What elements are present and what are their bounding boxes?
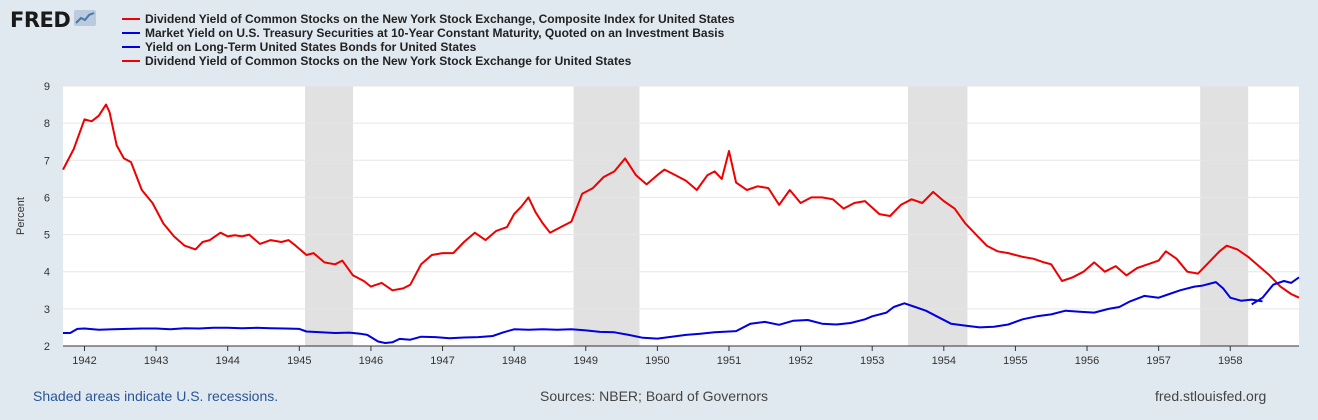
x-tick-label: 1953 xyxy=(860,355,884,367)
x-tick-label: 1947 xyxy=(430,355,454,367)
y-axis-label: Percent xyxy=(15,197,27,235)
site-link[interactable]: fred.stlouisfed.org xyxy=(1155,388,1267,404)
x-tick-label: 1945 xyxy=(287,355,311,367)
y-tick-label: 4 xyxy=(44,267,50,279)
y-tick-label: 9 xyxy=(44,81,50,93)
plot-area xyxy=(63,86,1299,346)
x-tick-label: 1948 xyxy=(502,355,526,367)
recession-note: Shaded areas indicate U.S. recessions. xyxy=(33,388,279,404)
logo-text: FRED xyxy=(10,8,71,32)
legend-item[interactable]: Yield on Long-Term United States Bonds f… xyxy=(122,40,735,54)
legend-label: Market Yield on U.S. Treasury Securities… xyxy=(145,26,725,40)
recession-shading xyxy=(305,86,1249,346)
series-line[interactable] xyxy=(62,103,1300,299)
x-tick-label: 1955 xyxy=(1003,355,1027,367)
x-tick-label: 1950 xyxy=(645,355,669,367)
y-tick-label: 6 xyxy=(44,192,50,204)
legend: Dividend Yield of Common Stocks on the N… xyxy=(122,12,735,68)
legend-label: Dividend Yield of Common Stocks on the N… xyxy=(145,54,632,68)
y-axis: 2 3 4 5 6 7 8 9 xyxy=(44,81,50,353)
x-axis: 1942 1943 1944 1945 1946 1947 1948 1949 1950 1951… xyxy=(63,345,1299,367)
recession-band xyxy=(573,86,640,346)
recession-band xyxy=(908,86,968,346)
legend-label: Dividend Yield of Common Stocks on the N… xyxy=(145,12,735,26)
legend-swatch xyxy=(122,60,140,62)
y-tick-label: 3 xyxy=(44,304,50,316)
legend-swatch xyxy=(122,32,140,34)
fred-logo[interactable]: FRED xyxy=(10,8,97,32)
series-line[interactable] xyxy=(1251,276,1300,306)
y-tick-label: 8 xyxy=(44,118,50,130)
legend-item[interactable]: Market Yield on U.S. Treasury Securities… xyxy=(122,26,735,40)
series xyxy=(62,103,1300,344)
series-line[interactable] xyxy=(63,281,1263,344)
x-tick-label: 1957 xyxy=(1146,355,1170,367)
x-tick-label: 1946 xyxy=(359,355,383,367)
sources-text: Sources: NBER; Board of Governors xyxy=(540,388,768,404)
legend-swatch xyxy=(122,46,140,48)
x-tick-label: 1954 xyxy=(932,355,956,367)
x-tick-label: 1944 xyxy=(215,355,239,367)
x-tick-label: 1943 xyxy=(144,355,168,367)
legend-label: Yield on Long-Term United States Bonds f… xyxy=(145,40,477,54)
x-tick-label: 1952 xyxy=(788,355,812,367)
legend-swatch xyxy=(122,18,140,20)
y-tick-label: 2 xyxy=(44,341,50,353)
x-tick-label: 1958 xyxy=(1218,355,1242,367)
x-tick-label: 1942 xyxy=(72,355,96,367)
x-tick-label: 1951 xyxy=(717,355,741,367)
x-tick-label: 1949 xyxy=(574,355,598,367)
x-tick-label: 1956 xyxy=(1075,355,1099,367)
y-tick-label: 5 xyxy=(44,230,50,242)
legend-item[interactable]: Dividend Yield of Common Stocks on the N… xyxy=(122,54,735,68)
recession-band xyxy=(1200,86,1249,346)
y-tick-label: 7 xyxy=(44,155,50,167)
recession-band xyxy=(305,86,354,346)
legend-item[interactable]: Dividend Yield of Common Stocks on the N… xyxy=(122,12,735,26)
line-chart-icon xyxy=(74,9,97,31)
